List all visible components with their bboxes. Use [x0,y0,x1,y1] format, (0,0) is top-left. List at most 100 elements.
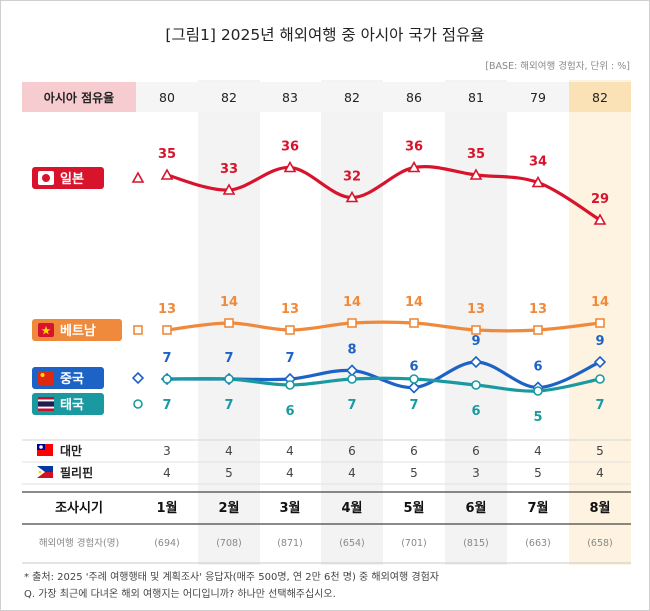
table-row-label: 필리핀 [60,465,93,480]
data-point [347,374,357,384]
legend-label: 베트남 [60,323,96,339]
table-cell: 3 [163,444,171,458]
data-point [345,190,359,203]
data-label: 13 [467,302,485,317]
month-label: 1월 [156,500,177,516]
data-label: 14 [220,295,238,310]
data-label: 9 [595,334,604,349]
data-point [533,386,543,396]
legend-tag-bg [32,319,122,341]
data-label: 14 [343,295,361,310]
legend-tag-0: 일본 [32,167,145,189]
asia-share-row-bg [136,82,631,112]
data-label: 33 [220,162,238,177]
table-cell: 6 [472,444,480,458]
data-label: 6 [533,360,542,375]
philippines-flag-icon [37,466,53,472]
asia-share-value: 83 [282,90,298,105]
sample-size: (658) [587,538,613,549]
table-cell: 6 [410,444,418,458]
chart-title: [그림1] 2025년 해외여행 중 아시아 국가 점유율 [165,26,484,44]
table-cell: 4 [286,466,294,480]
data-label: 7 [162,398,171,413]
data-point [224,374,234,384]
data-point [469,168,483,180]
asia-share-highlight-cell [569,82,631,112]
data-point [469,355,483,369]
series-line-1 [165,320,602,333]
data-point [407,160,421,173]
table-cell: 5 [225,466,233,480]
table-row-label: 대만 [60,443,82,458]
sample-size: (654) [339,538,365,549]
data-point [471,325,481,335]
data-point [222,183,236,195]
data-point [285,325,295,335]
data-point [409,374,419,384]
data-point [593,213,607,225]
philippines-flag-sun [38,470,42,474]
legend-tag-1: 베트남 [32,319,143,341]
table-cell: 4 [534,444,542,458]
philippines-flag-red [37,472,53,478]
table-cell: 4 [225,444,233,458]
table-cell: 4 [596,466,604,480]
table-cell: 5 [410,466,418,480]
data-point [531,175,545,188]
data-label: 32 [343,170,361,185]
asia-share-label: 아시아 점유율 [44,90,114,105]
sample-size: (663) [525,538,551,549]
sample-size: (694) [154,538,180,549]
data-label: 7 [409,398,418,413]
data-point [162,374,172,384]
month-label: 5월 [403,500,424,516]
asia-share-value: 82 [221,90,237,105]
legend-label: 태국 [60,398,84,413]
thailand-flag-red-bottom [38,408,54,411]
china-flag-star [40,373,45,377]
japan-flag-dot [42,174,50,182]
asia-share-label-bg [22,82,136,112]
data-label: 36 [405,140,423,155]
sample-size: (708) [216,538,242,549]
data-label: 6 [285,404,294,419]
legend-label: 일본 [60,172,84,187]
asia-share-value: 79 [530,90,546,105]
month-label: 4월 [341,500,362,516]
data-point [533,325,543,335]
sample-size: (701) [401,538,427,549]
data-point [162,325,172,335]
data-label: 35 [467,147,485,162]
data-label: 34 [529,155,547,170]
data-label: 13 [281,302,299,317]
taiwan-flag-sun [39,445,43,449]
sample-size: (815) [463,538,489,549]
footnote: Q. 가장 최근에 다녀온 해외 여행지는 어디입니까? 하나만 선택해주십시오… [24,587,336,600]
asia-share-value: 86 [406,90,422,105]
china-flag-icon [38,371,54,385]
month-label: 3월 [279,500,300,516]
table-cell: 5 [596,444,604,458]
asia-share-value: 82 [344,90,360,105]
data-label: 7 [162,351,171,366]
data-point [471,380,481,390]
data-label: 7 [224,398,233,413]
asia-share-value: 81 [468,90,484,105]
month-label: 8월 [589,500,610,516]
data-label: 8 [347,343,356,358]
data-label: 6 [471,404,480,419]
data-label: 5 [533,410,542,425]
data-label: 35 [158,147,176,162]
data-point [407,381,421,394]
legend-marker-icon [131,171,145,183]
footnote: * 출처: 2025 '주례 여행행태 및 계획조사' 응답자(매주 500명,… [24,570,439,583]
vietnam-flag-star [41,326,51,335]
table-cell: 3 [472,466,480,480]
data-label: 13 [158,302,176,317]
thailand-flag-red-top [38,397,54,400]
legend-marker-icon [131,371,145,385]
data-point [285,380,295,390]
legend-marker-icon [133,399,143,409]
